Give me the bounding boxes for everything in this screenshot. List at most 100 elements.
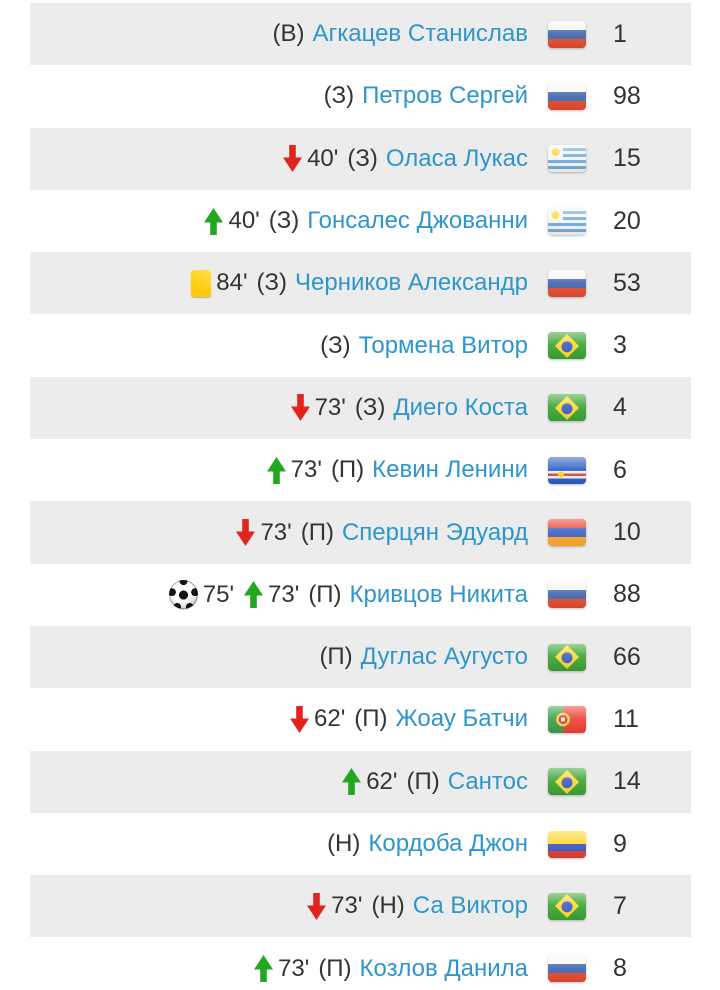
goal-ball-icon [168,580,198,610]
brazil-flag-icon [548,892,586,920]
player-position: (П) [319,643,353,671]
shirt-number: 4 [613,393,627,422]
player-position: (Н) [327,830,361,857]
player-cell: 73' (П) Козлов Данила [30,955,528,983]
player-name-link[interactable]: Кевин Ленини [372,456,528,484]
player-name-link[interactable]: Диего Коста [393,393,528,421]
player-cell: 40' (З) Гонсалес Джованни [30,207,528,235]
player-cell: (В) Агкацев Станислав [30,20,528,48]
player-position: (З) [268,207,300,235]
player-position: (З) [320,331,351,359]
cape-verde-flag-icon [548,456,586,484]
player-cell: 75' 73' (П) Кривцов Никита [30,580,528,610]
player-name-link[interactable]: Оласа Лукас [385,144,528,172]
event-minute: 73' [268,580,300,608]
player-cell: (З) Петров Сергей [30,82,528,110]
player-position: (П) [330,456,365,484]
event-minute: 73' [278,954,310,982]
player-name-link[interactable]: Жоау Батчи [395,705,528,733]
shirt-number: 10 [613,518,641,547]
event-minute: 73' [314,393,346,421]
sub-out-arrow-icon [290,394,310,422]
sub-out-arrow-icon [236,519,256,547]
player-name-link[interactable]: Кордоба Джон [368,830,528,857]
player-position: (З) [323,82,355,110]
russia-flag-icon [548,269,586,297]
shirt-number: 14 [613,767,641,796]
player-position: (П) [300,518,334,546]
sub-in-arrow-icon [244,581,264,609]
player-position: (П) [318,954,352,982]
player-name-link[interactable]: Дуглас Аугусто [360,643,528,671]
uruguay-flag-icon [548,207,586,235]
shirt-number: 20 [613,206,641,235]
shirt-number: 7 [613,891,627,920]
player-cell: (Н) Кордоба Джон [30,830,528,858]
shirt-number: 3 [613,331,627,360]
russia-flag-icon [548,20,586,48]
player-row: (З) Петров Сергей 98 [30,65,691,128]
player-position: (З) [347,144,378,172]
player-cell: 73' (Н) Са Виктор [30,892,528,920]
brazil-flag-icon [548,643,586,671]
player-cell: 62' (П) Жоау Батчи [30,705,528,733]
player-position: (П) [406,767,440,795]
player-name-link[interactable]: Козлов Данила [359,954,528,982]
sub-out-arrow-icon [307,892,327,920]
player-position: (З) [256,269,288,297]
russia-flag-icon [548,82,586,110]
player-name-link[interactable]: Са Виктор [412,892,528,920]
player-row: 62' (П) Жоау Батчи 11 [30,688,691,751]
shirt-number: 53 [613,268,641,297]
player-row: (З) Тормена Витор 3 [30,314,691,377]
player-name-link[interactable]: Гонсалес Джованни [307,207,528,235]
player-row: 40' (З) Гонсалес Джованни 20 [30,189,691,253]
player-position: (Н) [371,892,405,920]
player-row: 84' (З) Черников Александр 53 [30,252,691,315]
portugal-flag-icon [548,705,586,733]
player-position: (П) [308,580,342,608]
shirt-number: 1 [613,19,627,48]
yellow-card-icon [191,269,212,297]
player-name-link[interactable]: Сперцян Эдуард [341,518,528,546]
player-row: 73' (Н) Са Виктор 7 [30,875,691,938]
uruguay-flag-icon [548,145,586,173]
shirt-number: 6 [613,455,627,484]
player-position: (В) [272,20,305,48]
player-row: (Н) Кордоба Джон 9 [30,812,691,876]
player-cell: 62' (П) Сантос [30,768,528,796]
player-row: 75' 73' (П) Кривцов Никита 88 [30,563,691,626]
event-minute: 73' [290,456,322,484]
player-row: 40' (З) Оласа Лукас 15 [30,127,691,190]
russia-flag-icon [548,581,586,609]
player-name-link[interactable]: Тормена Витор [358,331,528,359]
player-position: (П) [354,705,388,733]
player-name-link[interactable]: Кривцов Никита [349,580,528,608]
player-row: 62' (П) Сантос 14 [30,750,691,813]
sub-out-arrow-icon [290,705,310,733]
event-minute: 40' [307,144,339,172]
player-name-link[interactable]: Сантос [447,767,528,795]
player-row: 73' (П) Кевин Ленини 6 [30,439,691,502]
armenia-flag-icon [548,519,586,547]
shirt-number: 15 [613,144,641,173]
brazil-flag-icon [548,332,586,360]
shirt-number: 8 [613,954,627,983]
event-minute: 75' [202,580,235,608]
player-cell: (З) Тормена Витор [30,332,528,360]
colombia-flag-icon [548,830,586,858]
player-cell: 73' (П) Кевин Ленини [30,456,528,484]
player-name-link[interactable]: Агкацев Станислав [312,20,528,48]
player-cell: 84' (З) Черников Александр [30,269,528,297]
player-name-link[interactable]: Петров Сергей [362,82,528,110]
player-cell: 73' (П) Сперцян Эдуард [30,519,528,547]
sub-out-arrow-icon [283,145,303,173]
russia-flag-icon [548,955,586,983]
brazil-flag-icon [548,394,586,422]
player-row: 73' (П) Козлов Данила 8 [30,937,691,990]
player-position: (З) [354,393,386,421]
event-minute: 40' [228,207,260,235]
player-name-link[interactable]: Черников Александр [295,269,528,297]
